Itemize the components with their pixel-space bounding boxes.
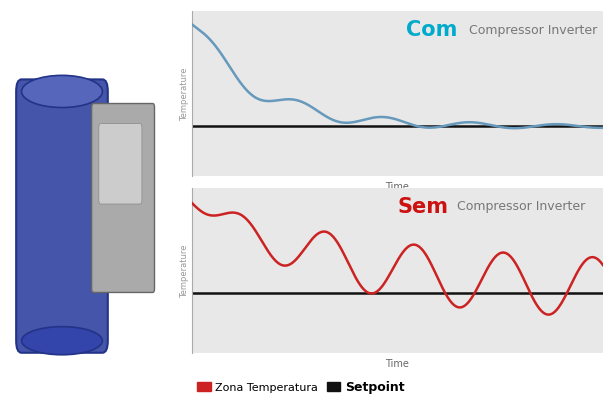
- Text: Sem: Sem: [397, 197, 448, 217]
- Text: Time: Time: [385, 181, 409, 191]
- FancyBboxPatch shape: [91, 104, 155, 293]
- Text: Com: Com: [406, 20, 457, 40]
- Legend: Zona Temperatura, Setpoint: Zona Temperatura, Setpoint: [197, 381, 404, 393]
- FancyBboxPatch shape: [99, 124, 142, 205]
- Legend: Zona Temperatura, Setpoint: Zona Temperatura, Setpoint: [197, 204, 404, 217]
- Y-axis label: Temperature: Temperature: [180, 244, 189, 298]
- Y-axis label: Temperature: Temperature: [180, 67, 189, 121]
- Text: Compressor Inverter: Compressor Inverter: [453, 200, 585, 213]
- Text: Time: Time: [385, 358, 409, 368]
- Ellipse shape: [21, 327, 102, 355]
- Text: Compressor Inverter: Compressor Inverter: [465, 24, 597, 36]
- FancyBboxPatch shape: [16, 80, 108, 353]
- Ellipse shape: [21, 76, 102, 108]
